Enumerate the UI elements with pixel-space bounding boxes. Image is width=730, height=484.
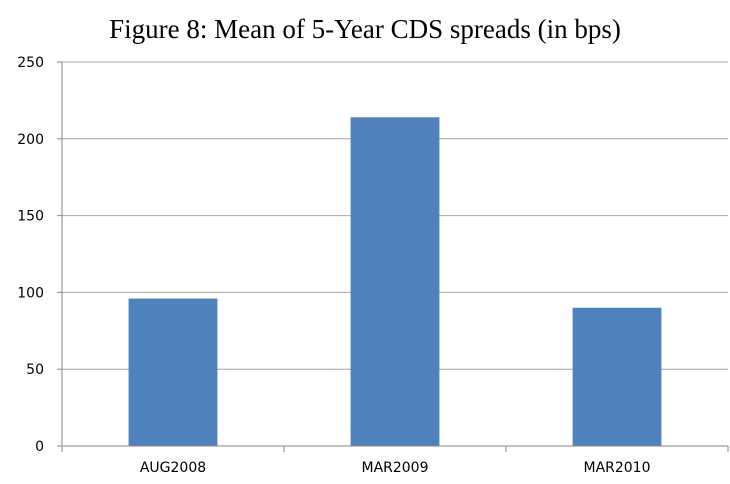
bar-aug2008 [128,298,218,446]
y-tick-label: 0 [35,439,44,455]
y-tick-label: 50 [26,362,44,378]
y-tick-label: 250 [17,55,44,71]
y-tick-labels: 0 50 100 150 200 250 [17,55,44,455]
y-tick-label: 150 [17,209,44,225]
bar-mar2009 [350,117,440,447]
bars [128,117,662,447]
axes [57,61,729,452]
y-tick-label: 100 [17,285,44,301]
x-tick-label: MAR2009 [361,460,428,476]
y-tick-label: 200 [17,132,44,148]
bar-mar2010 [572,307,662,446]
x-tick-labels: AUG2008 MAR2009 MAR2010 [140,460,651,476]
chart-title: Figure 8: Mean of 5-Year CDS spreads (in… [109,14,621,44]
x-tick-label: AUG2008 [140,460,206,476]
x-tick-label: MAR2010 [583,460,650,476]
